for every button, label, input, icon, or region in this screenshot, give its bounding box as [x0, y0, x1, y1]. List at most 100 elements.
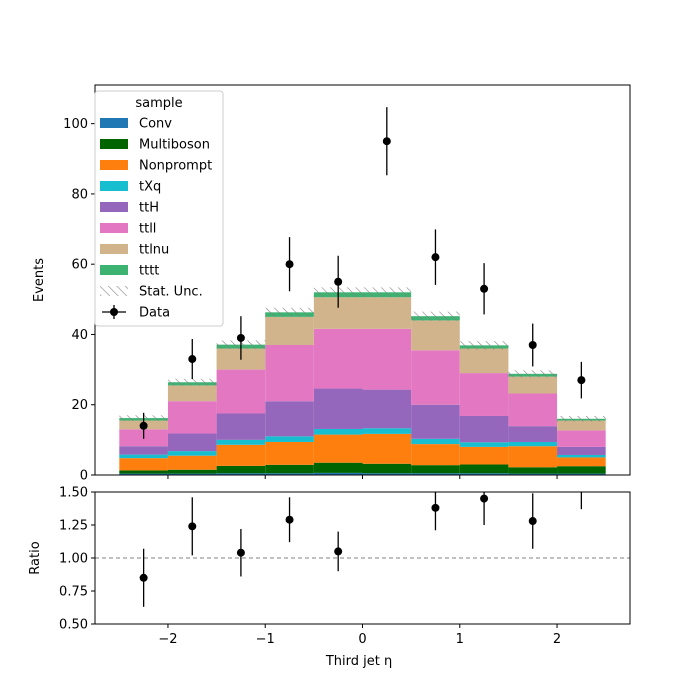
legend-label-txq: tXq	[139, 180, 161, 195]
bar-ttll-bin-9	[557, 430, 606, 447]
bar-ttll-bin-8	[508, 393, 558, 427]
data-point-4	[334, 277, 343, 286]
legend: sample Conv Multiboson Nonprompt tXq ttH ttll…	[94, 90, 224, 327]
legend-label-tttt: tttt	[139, 264, 159, 279]
bar-ttll-bin-3	[265, 345, 314, 402]
bar-nonprompt-bin-7	[459, 446, 509, 465]
bar-txq-bin-8	[508, 441, 558, 447]
ratio-point-2	[236, 548, 245, 557]
main-y-tick-label: 100	[63, 117, 88, 132]
x-tick-label: 2	[553, 632, 561, 647]
legend-swatch-stat-unc	[100, 286, 128, 296]
bar-conv-bin-0	[119, 473, 168, 475]
x-tick-label: −1	[256, 632, 275, 647]
data-point-6	[431, 253, 440, 262]
bar-conv-bin-3	[265, 473, 314, 475]
bar-ttlnu-bin-3	[265, 316, 314, 345]
ratio-panel: 0.50 0.75 1.00 1.25 1.50 −2 −1 0 1 2 Ratio Third…	[28, 486, 631, 669]
ratio-point-4	[334, 547, 343, 556]
legend-label-data: Data	[139, 306, 170, 321]
bar-tth-bin-1	[167, 433, 217, 452]
bar-tth-bin-2	[216, 413, 266, 440]
main-x-ticks	[167, 475, 558, 479]
stat-unc-band-bin-6	[411, 311, 460, 321]
stat-unc-band-bin-7	[459, 341, 509, 350]
data-point-7	[480, 284, 489, 293]
ratio-y-ticks: 0.50 0.75 1.00 1.25 1.50	[59, 486, 95, 633]
data-point-0	[139, 421, 148, 430]
legend-label-tth: ttH	[139, 201, 159, 216]
x-tick-label: 1	[456, 632, 464, 647]
bar-txq-bin-1	[167, 451, 217, 456]
bar-txq-bin-7	[459, 442, 509, 447]
bar-nonprompt-bin-0	[119, 458, 168, 471]
bar-conv-bin-4	[313, 472, 363, 475]
bar-ttll-bin-7	[459, 373, 509, 416]
bar-nonprompt-bin-9	[557, 457, 606, 467]
main-y-tick-label: 0	[80, 469, 88, 484]
stat-unc-band-bin-8	[508, 370, 558, 378]
legend-swatch-multiboson	[100, 139, 128, 149]
bar-nonprompt-bin-1	[167, 455, 217, 470]
legend-swatch-ttlnu	[100, 244, 128, 254]
bar-tth-bin-8	[508, 426, 558, 442]
stacked-histogram	[119, 292, 606, 475]
ratio-points	[139, 492, 583, 607]
bar-ttll-bin-4	[313, 328, 363, 389]
bar-ttlnu-bin-7	[459, 348, 509, 374]
bar-txq-bin-2	[216, 439, 266, 445]
bar-txq-bin-5	[362, 428, 412, 434]
legend-marker-data	[110, 308, 118, 316]
legend-swatch-txq	[100, 181, 128, 191]
data-point-9	[577, 376, 586, 385]
legend-label-conv: Conv	[139, 117, 172, 132]
main-y-axis-label: Events	[32, 258, 47, 302]
ratio-point-8	[528, 517, 537, 526]
x-axis-label: Third jet η	[325, 654, 392, 669]
ratio-point-7	[480, 494, 489, 503]
bar-ttll-bin-6	[411, 350, 460, 405]
bar-txq-bin-6	[411, 438, 460, 445]
bar-tth-bin-0	[119, 446, 168, 455]
stat-unc-band-bin-9	[557, 415, 606, 422]
bar-conv-bin-7	[459, 473, 509, 475]
bar-tth-bin-7	[459, 415, 509, 443]
stat-unc-band-bin-5	[362, 287, 412, 298]
bar-multiboson-bin-6	[411, 465, 460, 474]
legend-title: sample	[135, 96, 182, 111]
data-point-8	[528, 341, 537, 349]
bar-multiboson-bin-9	[557, 466, 606, 474]
bar-conv-bin-2	[216, 473, 266, 475]
x-tick-label: −2	[158, 632, 177, 647]
ratio-point-0	[139, 573, 148, 582]
stat-unc-band-bin-3	[265, 307, 314, 317]
main-y-tick-label: 80	[71, 187, 88, 202]
legend-label-stat-unc: Stat. Unc.	[139, 285, 203, 300]
main-panel: 0 20 40 60 80 100 Events	[32, 84, 631, 484]
legend-swatch-tttt	[100, 265, 128, 275]
bar-nonprompt-bin-6	[411, 444, 460, 466]
main-y-ticks: 0 20 40 60 80 100	[63, 117, 95, 484]
bar-nonprompt-bin-4	[313, 434, 363, 463]
bar-ttlnu-bin-1	[167, 385, 217, 402]
legend-swatch-nonprompt	[100, 160, 128, 170]
bar-txq-bin-0	[119, 454, 168, 459]
bar-conv-bin-6	[411, 473, 460, 475]
legend-swatch-tth	[100, 202, 128, 212]
data-point-1	[188, 355, 197, 364]
bar-ttlnu-bin-6	[411, 320, 460, 351]
legend-entries: Conv Multiboson Nonprompt tXq ttH ttll ttlnu tt…	[100, 117, 212, 321]
ratio-point-6	[431, 503, 440, 512]
bar-multiboson-bin-0	[119, 470, 168, 474]
x-tick-label: 0	[358, 632, 366, 647]
ratio-x-ticks: −2 −1 0 1 2	[158, 624, 561, 647]
ratio-y-tick-label: 0.50	[59, 618, 88, 633]
data-points	[139, 107, 586, 439]
main-y-tick-label: 60	[71, 258, 88, 273]
data-point-2	[236, 333, 245, 342]
bar-txq-bin-4	[313, 428, 363, 435]
bar-txq-bin-3	[265, 436, 314, 442]
bar-ttll-bin-1	[167, 401, 217, 434]
legend-label-nonprompt: Nonprompt	[139, 159, 212, 174]
